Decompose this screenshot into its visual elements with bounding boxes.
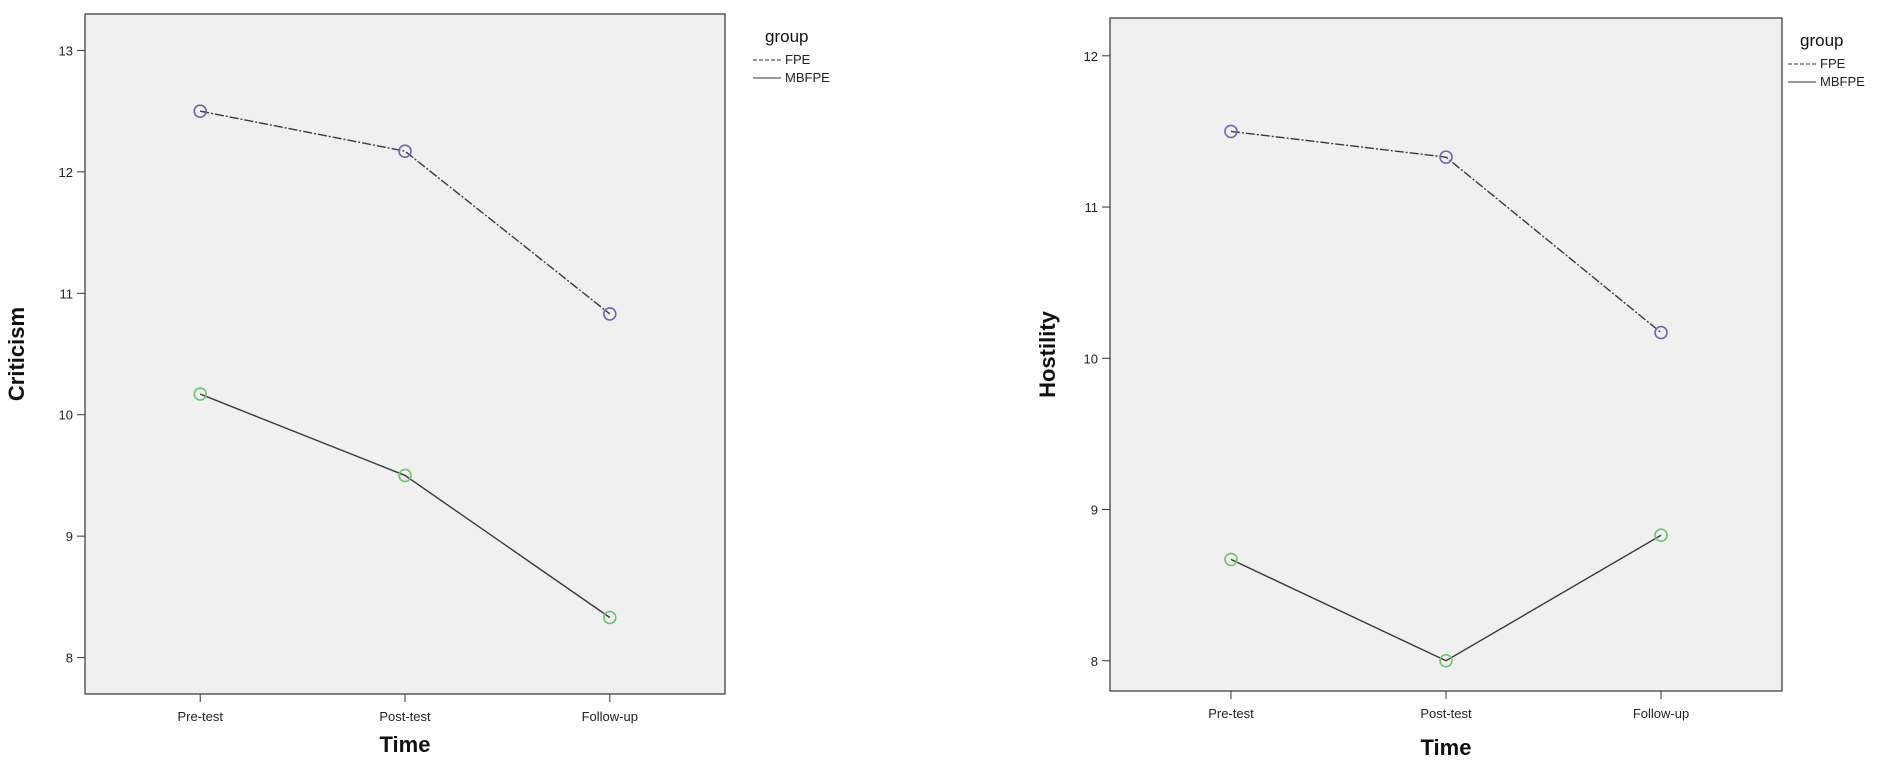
data-point-FPE — [398, 144, 412, 159]
legend-label-MBFPE: MBFPE — [785, 70, 830, 85]
series-line-MBFPE — [1230, 534, 1662, 662]
data-point-MBFPE — [1439, 653, 1453, 668]
y-axis-title: Hostility — [1035, 310, 1060, 398]
x-tick-label: Pre-test — [177, 709, 223, 724]
data-point-MBFPE — [398, 468, 412, 483]
y-tick-label: 11 — [60, 286, 74, 301]
data-point-MBFPE — [1654, 528, 1668, 543]
x-tick-label: Follow-up — [582, 709, 638, 724]
y-tick-label: 12 — [59, 165, 73, 180]
data-point-MBFPE — [193, 387, 207, 401]
x-tick-label: Follow-up — [1633, 706, 1689, 721]
legend-label-FPE: FPE — [1820, 56, 1846, 71]
series-line-FPE — [200, 110, 611, 315]
y-tick-label: 9 — [66, 529, 73, 544]
legend-label-FPE: FPE — [785, 52, 811, 67]
data-point-FPE — [1439, 150, 1453, 164]
data-point-FPE — [1654, 325, 1668, 340]
plot-area — [1109, 17, 1783, 692]
legend-label-MBFPE: MBFPE — [1820, 74, 1865, 89]
legend-title: group — [765, 27, 808, 46]
y-tick-label: 12 — [1084, 49, 1098, 64]
plot-area — [84, 13, 726, 695]
y-tick-label: 13 — [59, 43, 73, 58]
y-tick-label: 8 — [1091, 654, 1098, 669]
y-tick-label: 11 — [1085, 200, 1099, 215]
chart-panel-1: 8 9 10 11 12 13 Pre-test Post-test Follow-up Time… — [4, 13, 830, 757]
data-point-MBFPE — [1224, 552, 1238, 567]
y-axis-title: Criticism — [4, 307, 29, 401]
y-tick-label: 10 — [1084, 351, 1098, 366]
x-tick-label: Post-test — [379, 709, 431, 724]
series-line-MBFPE — [199, 393, 611, 619]
y-tick-label: 10 — [59, 408, 73, 423]
series-line-FPE — [1230, 130, 1662, 334]
x-tick-label: Post-test — [1420, 706, 1472, 721]
data-point-FPE — [602, 307, 617, 321]
data-point-MBFPE — [602, 610, 617, 625]
chart-panel-2: 8 9 10 11 12 Pre-test Post-test Follow-up Time Ho… — [1035, 17, 1865, 760]
x-axis-title: Time — [380, 732, 431, 757]
data-point-FPE — [1224, 124, 1238, 139]
x-tick-label: Pre-test — [1208, 706, 1254, 721]
y-tick-label: 8 — [66, 651, 73, 666]
data-point-FPE — [193, 104, 207, 118]
y-tick-label: 9 — [1091, 503, 1098, 518]
legend-title: group — [1800, 31, 1843, 50]
x-axis-title: Time — [1421, 735, 1472, 760]
